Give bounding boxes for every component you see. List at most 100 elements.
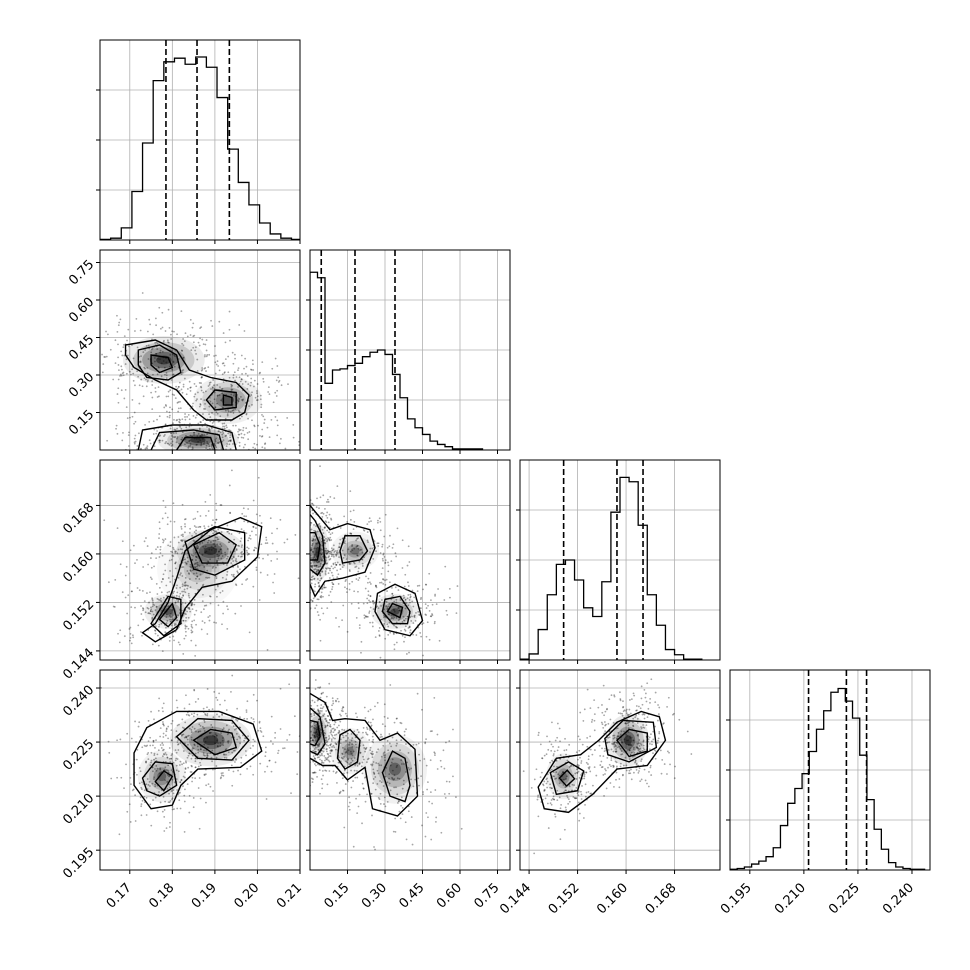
sample-point (132, 636, 135, 639)
sample-point (190, 602, 193, 604)
sample-point (198, 777, 201, 779)
sample-point (158, 439, 161, 442)
sample-point (325, 748, 328, 751)
sample-point (647, 785, 650, 788)
sample-point (372, 600, 375, 603)
sample-point (183, 340, 186, 342)
sample-point (197, 731, 200, 733)
sample-point (170, 619, 173, 621)
sample-point (306, 531, 308, 533)
sample-point (258, 721, 261, 724)
sample-point (443, 793, 446, 795)
sample-point (180, 778, 183, 781)
sample-point (654, 701, 657, 704)
sample-point (313, 523, 315, 526)
sample-point (383, 535, 386, 538)
sample-point (199, 542, 201, 545)
sample-point (388, 773, 391, 775)
sample-point (215, 363, 218, 366)
sample-point (167, 577, 170, 579)
sample-point (350, 752, 353, 755)
sample-point (575, 797, 578, 799)
sample-point (603, 795, 605, 797)
sample-point (158, 415, 161, 418)
contour-line (310, 514, 326, 577)
sample-point (186, 570, 189, 572)
sample-point (403, 585, 406, 588)
sample-point (232, 362, 235, 365)
density-level (167, 540, 229, 599)
sample-point (155, 769, 158, 772)
sample-point (331, 553, 334, 556)
sample-point (208, 427, 211, 430)
sample-point (418, 753, 420, 756)
sample-point (306, 582, 308, 584)
sample-point (183, 543, 186, 546)
sample-point (252, 369, 255, 371)
sample-point (268, 393, 271, 396)
sample-point (629, 743, 632, 746)
sample-point (182, 775, 185, 778)
sample-point (604, 773, 606, 775)
sample-point (619, 712, 622, 715)
sample-point (193, 563, 196, 566)
sample-point (234, 408, 237, 410)
sample-point (215, 734, 218, 737)
sample-point (162, 573, 165, 576)
sample-point (181, 733, 184, 736)
sample-point (161, 439, 164, 442)
sample-point (325, 547, 328, 550)
sample-point (249, 537, 252, 540)
sample-point (552, 745, 554, 748)
sample-point (393, 721, 396, 724)
sample-point (339, 720, 342, 723)
sample-point (371, 735, 374, 738)
sample-point (259, 762, 262, 765)
sample-point (237, 769, 239, 772)
sample-point (131, 590, 133, 593)
sample-point (237, 386, 239, 388)
sample-point (303, 440, 305, 442)
sample-point (227, 440, 230, 443)
sample-point (288, 733, 291, 736)
sample-point (227, 741, 230, 744)
sample-point (426, 788, 429, 791)
sample-point (203, 355, 206, 358)
sample-point (343, 564, 345, 567)
sample-point (304, 558, 306, 560)
sample-point (416, 585, 419, 587)
sample-point (362, 755, 364, 758)
sample-point (164, 423, 167, 426)
sample-point (261, 413, 263, 416)
sample-point (204, 422, 207, 425)
sample-point (635, 731, 638, 734)
sample-point (356, 734, 358, 736)
sample-point (185, 736, 188, 739)
sample-point (314, 564, 316, 567)
sample-point (262, 377, 265, 380)
sample-point (162, 749, 164, 752)
sample-point (217, 550, 220, 553)
sample-point (374, 636, 377, 639)
sample-point (326, 501, 328, 503)
sample-point (263, 447, 266, 450)
sample-point (146, 606, 149, 609)
sample-point (645, 724, 648, 727)
sample-point (207, 539, 210, 542)
sample-point (387, 633, 390, 636)
sample-point (577, 791, 580, 794)
sample-point (225, 748, 228, 750)
sample-point (264, 770, 266, 773)
sample-point (314, 735, 317, 738)
sample-point (202, 545, 205, 548)
sample-point (248, 431, 251, 433)
sample-point (179, 419, 181, 421)
sample-point (566, 759, 569, 762)
sample-point (133, 437, 136, 440)
sample-point (543, 754, 546, 757)
sample-point (189, 771, 192, 773)
sample-point (178, 595, 181, 598)
sample-point (171, 608, 174, 611)
sample-point (431, 802, 434, 805)
contour-line (339, 535, 369, 564)
